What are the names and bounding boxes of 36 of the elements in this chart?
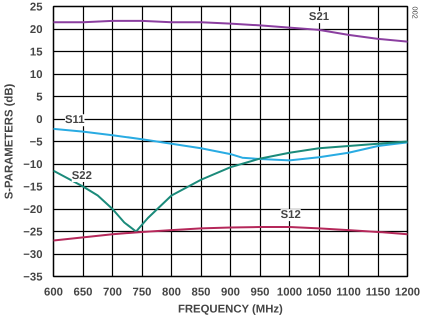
y-tick-label: 20 — [30, 24, 43, 36]
y-tick-label: −25 — [23, 226, 43, 238]
x-tick-label: 700 — [103, 286, 122, 298]
line-series — [54, 20, 408, 43]
x-tick-label: 1000 — [276, 286, 302, 298]
x-tick-label: 1050 — [306, 286, 332, 298]
line-series — [54, 226, 408, 242]
y-tick-label: −10 — [23, 159, 43, 171]
x-tick-label: 600 — [44, 286, 63, 298]
y-tick-label: −15 — [23, 182, 43, 194]
series-label: S22 — [72, 170, 92, 182]
x-tick-label: 650 — [74, 286, 92, 298]
y-tick-label: −35 — [23, 272, 43, 284]
y-tick-label: 10 — [30, 69, 43, 81]
y-tick-label: 0 — [36, 114, 43, 126]
x-tick-label: 1100 — [336, 286, 361, 298]
line-series — [54, 128, 408, 162]
y-tick-label: −5 — [30, 136, 43, 148]
y-tick-label: 15 — [30, 46, 43, 58]
x-tick-label: 1200 — [394, 286, 420, 298]
x-tick-label: 900 — [221, 286, 240, 298]
series-label: S21 — [308, 11, 330, 24]
x-tick-label: 850 — [192, 286, 210, 298]
line-series — [54, 140, 408, 232]
x-tick-label: 750 — [132, 286, 152, 298]
y-tick-label: 25 — [30, 2, 43, 14]
series-label: S12 — [280, 209, 301, 222]
series-label: S11 — [64, 114, 85, 126]
y-tick-label: −30 — [23, 249, 43, 261]
x-tick-label: 950 — [250, 286, 270, 298]
x-axis-title: FREQUENCY (MHz) — [178, 304, 284, 316]
x-tick-label: 800 — [162, 286, 181, 298]
y-tick-label: 5 — [36, 92, 43, 104]
y-tick-label: −20 — [23, 204, 43, 216]
y-axis-title: S-PARAMETERS (dB) — [3, 83, 16, 200]
x-tick-label: 1150 — [366, 286, 390, 298]
